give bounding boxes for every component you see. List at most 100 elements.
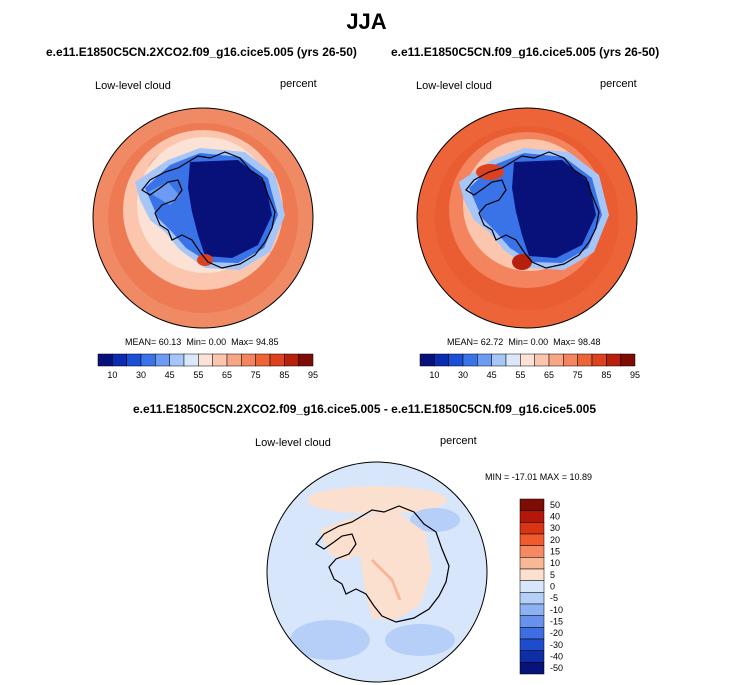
diff-colorbar-swatch	[519, 545, 545, 558]
diff-colorbar-tick-label: -30	[550, 640, 563, 650]
panel2-stats: MEAN= 62.72 Min= 0.00 Max= 98.48	[447, 337, 601, 347]
diff-colorbar-tick-label: 30	[550, 523, 560, 533]
diff-colorbar-swatch	[519, 533, 545, 546]
panel2-colorbar-tick-label: 55	[515, 370, 525, 380]
panel1-map-border	[92, 107, 314, 329]
diff-colorbar-tick-label: -5	[550, 593, 558, 603]
panel1-colorbar-swatch	[269, 353, 285, 367]
panel1-colorbar-tick-label: 55	[193, 370, 203, 380]
diff-variable: Low-level cloud	[255, 437, 331, 449]
diff-colorbar-tick-label: 20	[550, 535, 560, 545]
panel2-colorbar-tick-label: 10	[429, 370, 439, 380]
panel1-colorbar: 10 30 45 55 65 75 85 95	[97, 353, 318, 380]
diff-colorbar-swatch	[519, 580, 545, 593]
panel1-colorbar-tick-label: 95	[308, 370, 318, 380]
diff-colorbar-swatch	[519, 522, 545, 535]
panel1-colorbar-swatch	[97, 353, 113, 367]
panel2-min: 0.00	[530, 337, 549, 347]
diff-colorbar-swatch	[519, 650, 545, 663]
panel1-colorbar-tick-label: 10	[107, 370, 117, 380]
diff-colorbar-tick-label: 15	[550, 547, 560, 557]
panel1-colorbar-swatch	[198, 353, 213, 367]
panel1-variable: Low-level cloud	[95, 80, 171, 92]
diff-coastline	[315, 505, 450, 623]
panel1-colorbar-swatch	[126, 353, 142, 367]
panel2-colorbar-tick-label: 85	[601, 370, 611, 380]
panel2-colorbar-swatch	[548, 353, 564, 367]
panel2-colorbar-tick-label: 95	[630, 370, 640, 380]
diff-colorbar-tick-label: 5	[550, 570, 555, 580]
diff-colorbar-tick-label: 50	[550, 500, 560, 510]
panel1-colorbar-swatch	[155, 353, 170, 367]
panel2-map-border	[416, 107, 638, 329]
panel1-colorbar-swatch	[140, 353, 156, 367]
panel1-colorbar-swatch	[212, 353, 228, 367]
panel2-colorbar: 10 30 45 55 65 75 85 95	[419, 353, 640, 380]
panel2-colorbar-swatch	[606, 353, 621, 367]
panel1-colorbar-swatch	[112, 353, 127, 367]
panel1-colorbar-swatch	[226, 353, 242, 367]
panel1-min: 0.00	[208, 337, 227, 347]
diff-colorbar-swatch	[519, 638, 545, 651]
panel2-colorbar-swatch	[591, 353, 607, 367]
diff-units: percent	[440, 435, 477, 447]
panel2-colorbar-swatch	[520, 353, 535, 367]
panel2-case-title: e.e11.E1850C5CN.f09_g16.cice5.005 (yrs 2…	[391, 45, 660, 59]
diff-colorbar-swatch	[519, 662, 545, 675]
panel1-colorbar-tick-label: 85	[279, 370, 289, 380]
diff-colorbar-tick-label: -50	[550, 663, 563, 673]
panel2-colorbar-tick-label: 65	[544, 370, 554, 380]
panel1-colorbar-swatch	[255, 353, 271, 367]
panel2-colorbar-swatch	[577, 353, 593, 367]
panel1-mean: 60.13	[158, 337, 182, 347]
panel2-colorbar-swatch	[505, 353, 521, 367]
diff-colorbar-swatch	[519, 557, 545, 570]
diff-colorbar-swatch	[519, 627, 545, 640]
diff-colorbar-swatch	[519, 615, 545, 628]
diff-colorbar-tick-label: -40	[550, 652, 563, 662]
diff-map	[267, 462, 487, 682]
panel2-colorbar-swatch	[477, 353, 492, 367]
panel2-colorbar-swatch	[462, 353, 478, 367]
panel1-max: 94.85	[255, 337, 279, 347]
panel2-colorbar-swatch	[491, 353, 507, 367]
panel2-colorbar-swatch	[620, 353, 636, 367]
panel1-map	[93, 108, 313, 328]
diff-colorbar-swatch	[519, 510, 545, 523]
panel2-colorbar-swatch	[534, 353, 550, 367]
diff-colorbar-swatch	[519, 592, 545, 605]
diff-colorbar-swatch	[519, 603, 545, 616]
diff-colorbar-tick-label: 40	[550, 512, 560, 522]
panel1-colorbar-swatch	[298, 353, 314, 367]
panel1-colorbar-tick-label: 30	[136, 370, 146, 380]
panel1-colorbar-swatch	[169, 353, 185, 367]
panel1-colorbar-tick-label: 45	[165, 370, 175, 380]
diff-colorbar-tick-label: -20	[550, 628, 563, 638]
panel2-units: percent	[600, 78, 637, 90]
panel2-mean: 62.72	[480, 337, 504, 347]
panel1-case-title: e.e11.E1850C5CN.2XCO2.f09_g16.cice5.005 …	[46, 45, 357, 59]
panel2-colorbar-swatch	[563, 353, 578, 367]
diff-colorbar-swatch	[519, 568, 545, 581]
panel2-colorbar-swatch	[434, 353, 449, 367]
panel2-map	[417, 108, 637, 328]
diff-minmax: MIN = -17.01 MAX = 10.89	[485, 472, 593, 482]
panel1-colorbar-swatch	[284, 353, 299, 367]
panel2-colorbar-tick-label: 75	[573, 370, 583, 380]
panel2-colorbar-tick-label: 30	[458, 370, 468, 380]
diff-colorbar-tick-label: 0	[550, 582, 555, 592]
panel1-colorbar-swatch	[183, 353, 199, 367]
panel1-colorbar-tick-label: 65	[222, 370, 232, 380]
panel1-units: percent	[280, 78, 317, 90]
panel2-colorbar-tick-label: 45	[487, 370, 497, 380]
panel2-max: 98.48	[577, 337, 601, 347]
diff-colorbar-tick-label: -10	[550, 605, 563, 615]
panel1-coastline	[141, 151, 276, 269]
panel1-stats: MEAN= 60.13 Min= 0.00 Max= 94.85	[125, 337, 279, 347]
panel1-colorbar-swatch	[241, 353, 256, 367]
diff-case-title: e.e11.E1850C5CN.2XCO2.f09_g16.cice5.005 …	[133, 402, 596, 416]
diff-colorbar-swatch	[519, 498, 545, 511]
diff-colorbar-tick-label: 10	[550, 558, 560, 568]
